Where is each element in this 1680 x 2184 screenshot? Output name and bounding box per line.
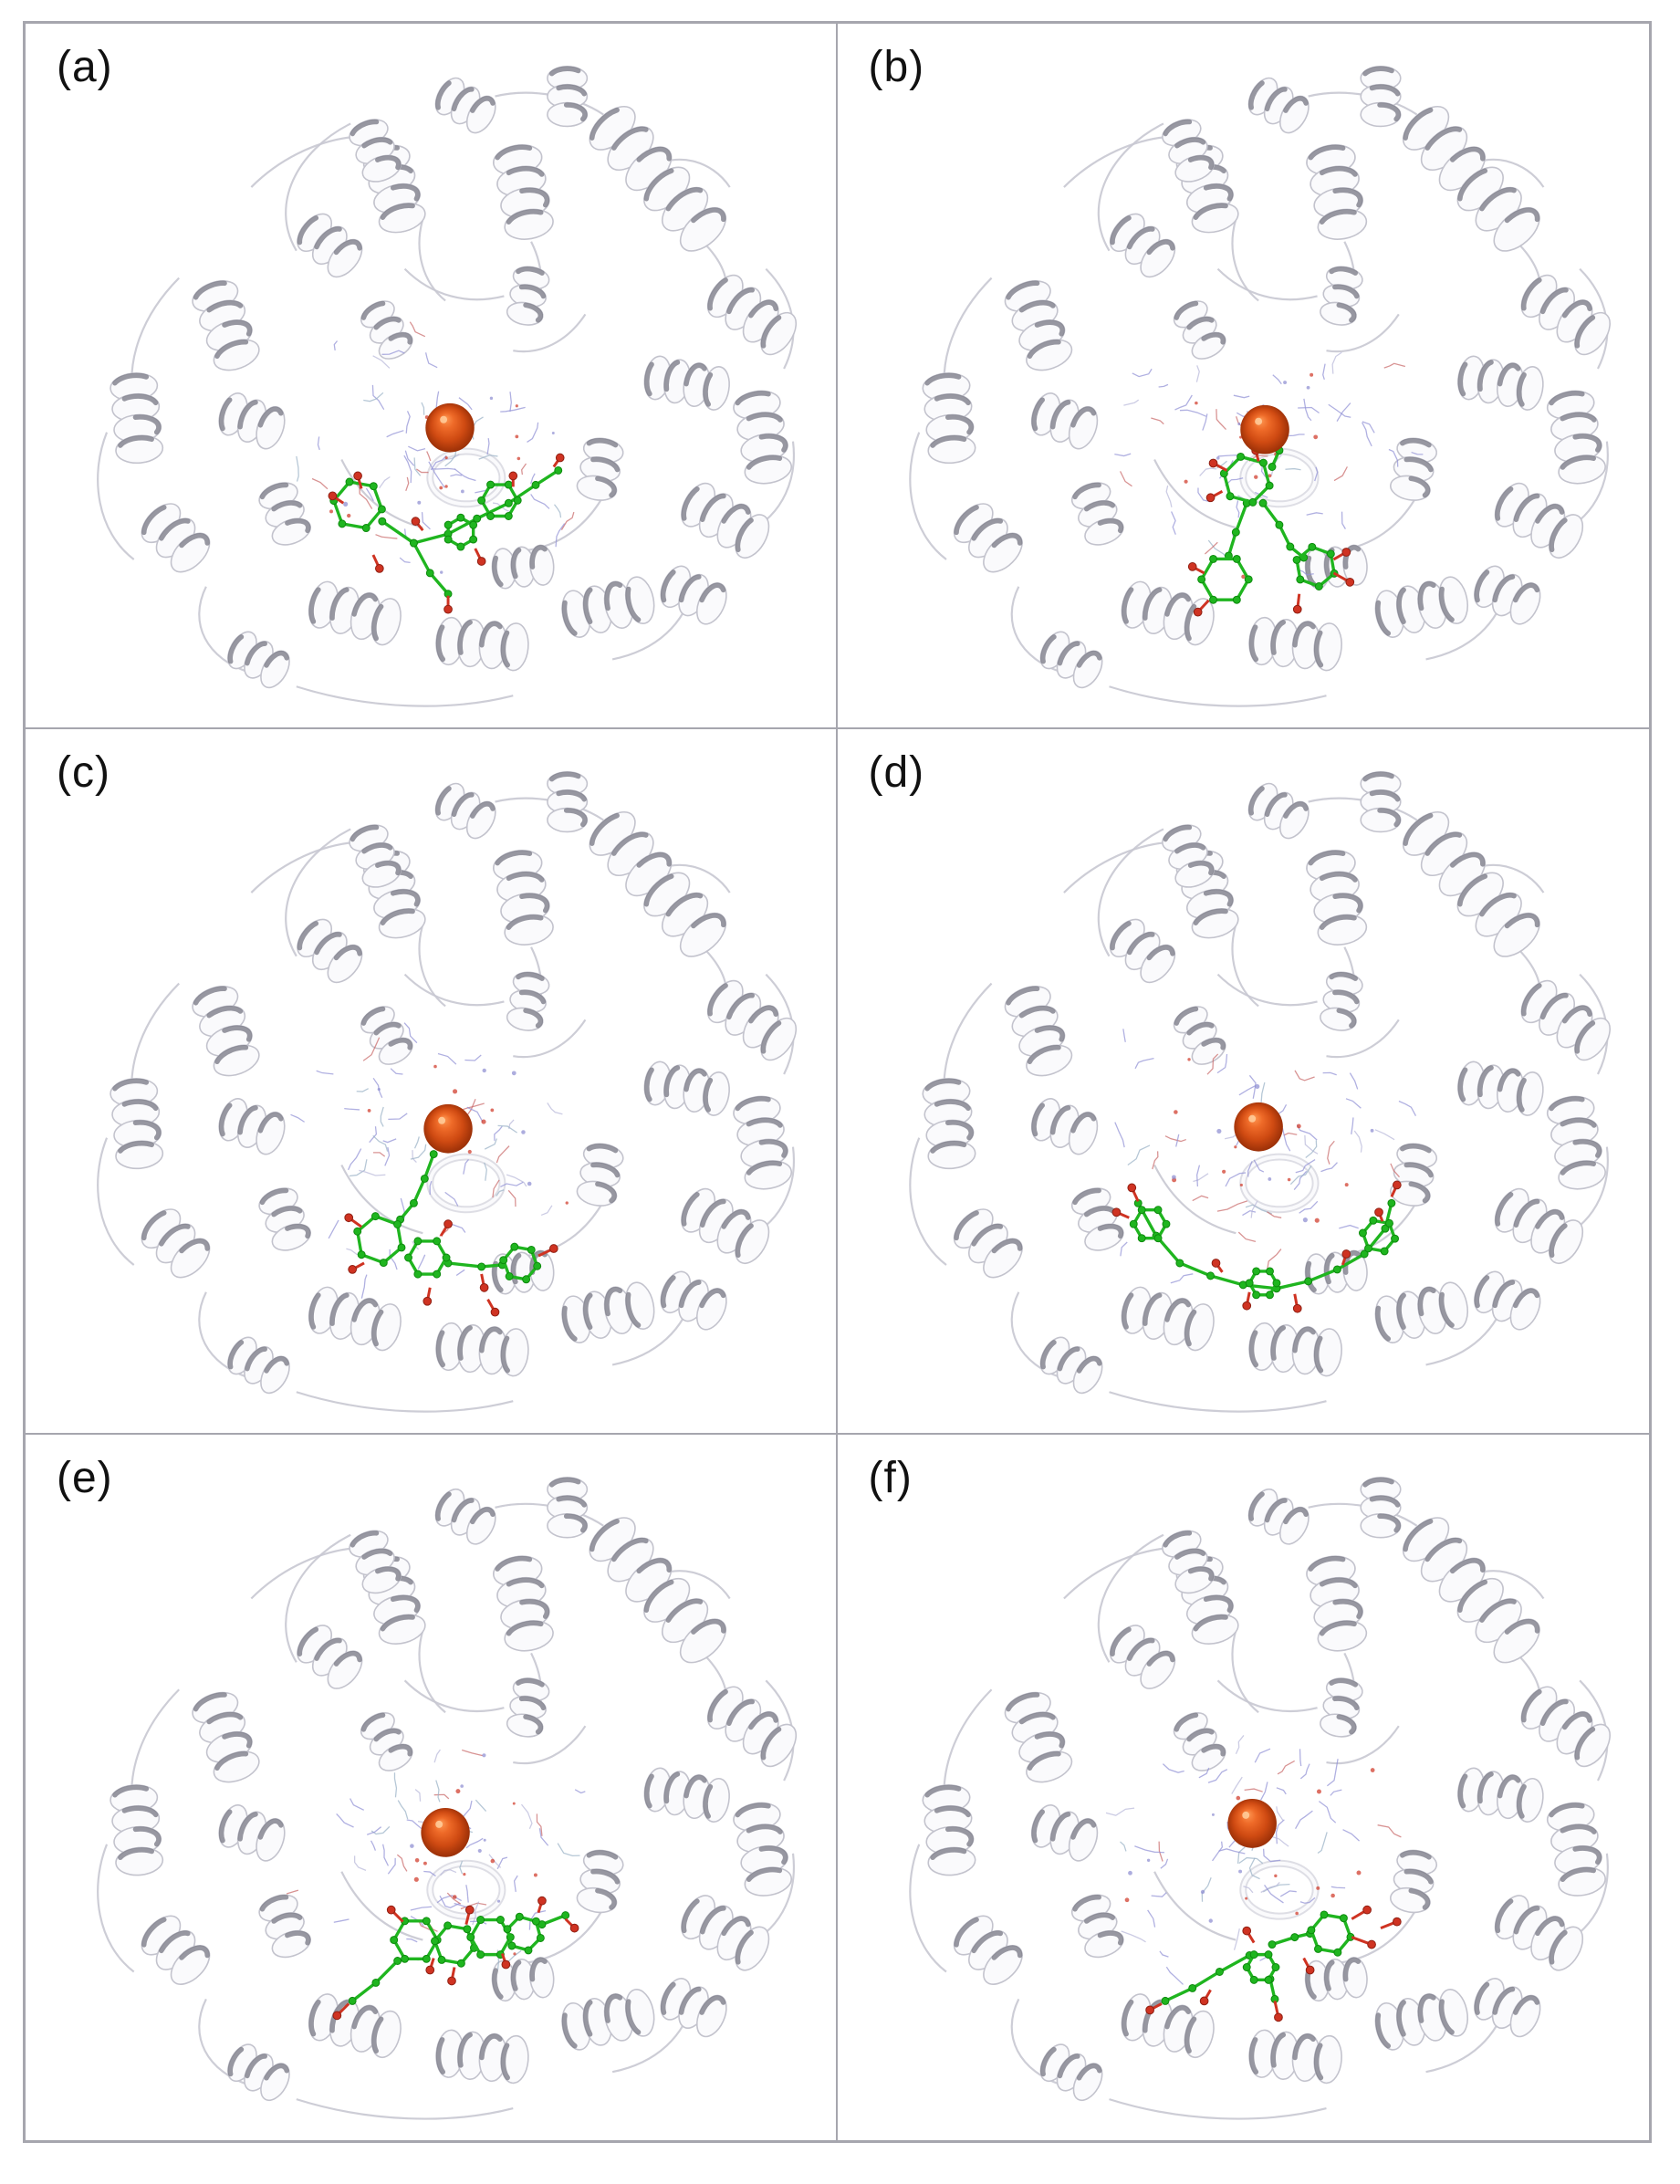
active-site-residues bbox=[1113, 1029, 1416, 1284]
protein-structure-a bbox=[97, 65, 798, 707]
metal-ion-sphere bbox=[423, 1103, 473, 1154]
panel-label-f: (f) bbox=[868, 1454, 913, 1502]
docked-ligand bbox=[1111, 1180, 1402, 1313]
panel-label-c: (c) bbox=[57, 748, 110, 797]
protein-structure-f bbox=[908, 1477, 1611, 2120]
metal-ion-sphere bbox=[425, 402, 475, 453]
panel-label-a: (a) bbox=[57, 43, 113, 91]
metal-ion-specular-highlight bbox=[438, 1116, 446, 1124]
panel-label-b: (b) bbox=[868, 43, 925, 91]
active-site-residues bbox=[1105, 1735, 1402, 1985]
panel-c: (c) bbox=[26, 729, 838, 1435]
metal-ion-sphere bbox=[1226, 1798, 1277, 1848]
active-site-residues bbox=[296, 321, 575, 574]
metal-ion-specular-highlight bbox=[440, 415, 448, 423]
metal-ion-specular-highlight bbox=[1254, 417, 1262, 425]
docked-ligand bbox=[332, 1896, 579, 2021]
metal-ion-specular-highlight bbox=[1247, 1114, 1256, 1123]
panel-f: (f) bbox=[837, 1435, 1649, 2140]
docked-ligand bbox=[1144, 1905, 1402, 2022]
metal-ion-sphere bbox=[1239, 404, 1289, 455]
protein-structure-d bbox=[908, 770, 1611, 1413]
ribbon-backbone bbox=[908, 1477, 1611, 2120]
panel-label-d: (d) bbox=[868, 748, 925, 797]
metal-ion-specular-highlight bbox=[435, 1820, 443, 1828]
panel-e: (e) bbox=[26, 1435, 838, 2140]
metal-ion-sphere bbox=[1233, 1102, 1283, 1152]
figure-canvas: (a) (b) (c) (d) (e) (f) bbox=[23, 21, 1652, 2143]
protein-structure-e bbox=[97, 1477, 798, 2120]
docked-ligand bbox=[344, 1150, 558, 1317]
panel-a: (a) bbox=[26, 24, 838, 729]
figure-panel-grid: (a) (b) (c) (d) (e) (f) bbox=[26, 24, 1649, 2140]
panel-d: (d) bbox=[837, 729, 1649, 1435]
metal-ion-sphere bbox=[421, 1807, 470, 1857]
active-site-residues bbox=[286, 1749, 586, 1970]
protein-structure-c bbox=[97, 770, 798, 1413]
docked-ligand bbox=[1187, 445, 1354, 617]
ribbon-backbone bbox=[908, 770, 1611, 1413]
ribbon-backbone bbox=[97, 770, 798, 1413]
docked-ligand bbox=[328, 453, 565, 614]
metal-ion-specular-highlight bbox=[1241, 1811, 1249, 1819]
panel-label-e: (e) bbox=[57, 1454, 113, 1502]
protein-structure-b bbox=[908, 65, 1611, 707]
panel-b: (b) bbox=[837, 24, 1649, 729]
ribbon-backbone bbox=[97, 1477, 798, 2120]
ribbon-backbone bbox=[97, 65, 798, 707]
ribbon-backbone bbox=[908, 65, 1611, 707]
